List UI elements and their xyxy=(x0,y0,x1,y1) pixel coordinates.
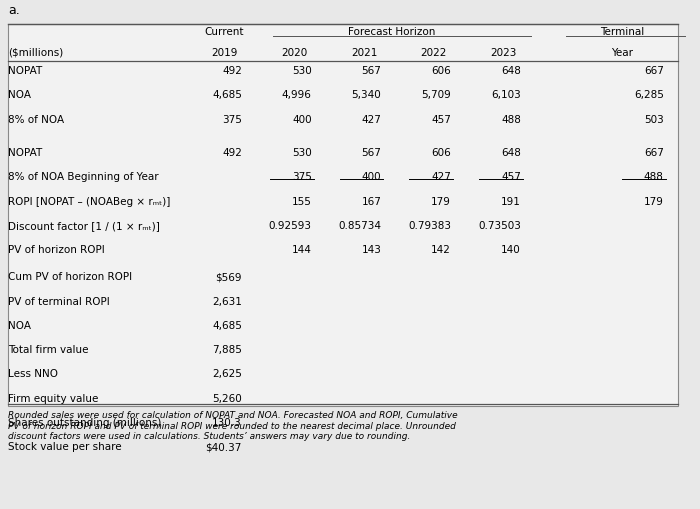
Text: 400: 400 xyxy=(292,115,312,125)
Text: Shares outstanding (millions): Shares outstanding (millions) xyxy=(8,418,162,428)
Text: Discount factor [1 / (1 × rₘₜ)]: Discount factor [1 / (1 × rₘₜ)] xyxy=(8,221,160,231)
Text: 375: 375 xyxy=(292,173,312,183)
Text: NOPAT: NOPAT xyxy=(8,66,43,76)
Text: ROPI [NOPAT – (NOABeg × rₘₜ)]: ROPI [NOPAT – (NOABeg × rₘₜ)] xyxy=(8,197,171,207)
Text: 0.79383: 0.79383 xyxy=(408,221,451,231)
Text: 427: 427 xyxy=(361,115,382,125)
Text: 567: 567 xyxy=(361,148,382,158)
Text: $569: $569 xyxy=(216,272,242,282)
Text: 0.85734: 0.85734 xyxy=(338,221,382,231)
Text: Cum PV of horizon ROPI: Cum PV of horizon ROPI xyxy=(8,272,132,282)
Text: Year: Year xyxy=(611,48,633,58)
Text: PV of horizon ROPI: PV of horizon ROPI xyxy=(8,245,105,256)
Text: 142: 142 xyxy=(431,245,451,256)
Text: a.: a. xyxy=(8,4,20,17)
Text: 667: 667 xyxy=(644,66,664,76)
Text: 492: 492 xyxy=(222,148,242,158)
Text: 167: 167 xyxy=(361,197,382,207)
Text: 667: 667 xyxy=(644,148,664,158)
Text: 8% of NOA: 8% of NOA xyxy=(8,115,64,125)
Text: NOA: NOA xyxy=(8,91,32,100)
Text: 4,685: 4,685 xyxy=(212,91,242,100)
Text: Firm equity value: Firm equity value xyxy=(8,393,99,404)
Text: 130.3: 130.3 xyxy=(212,418,242,428)
Text: 179: 179 xyxy=(431,197,451,207)
Text: ($millions): ($millions) xyxy=(8,48,64,58)
Text: 606: 606 xyxy=(431,148,451,158)
Text: 567: 567 xyxy=(361,66,382,76)
Text: Stock value per share: Stock value per share xyxy=(8,442,122,453)
Text: 2022: 2022 xyxy=(421,48,447,58)
Text: Less NNO: Less NNO xyxy=(8,370,58,379)
Text: Total firm value: Total firm value xyxy=(8,345,89,355)
Text: 492: 492 xyxy=(222,66,242,76)
Text: 2,631: 2,631 xyxy=(212,297,242,306)
FancyBboxPatch shape xyxy=(8,24,678,406)
Text: 2021: 2021 xyxy=(351,48,377,58)
Text: 4,996: 4,996 xyxy=(282,91,312,100)
Text: 488: 488 xyxy=(501,115,521,125)
Text: 488: 488 xyxy=(644,173,664,183)
Text: 5,709: 5,709 xyxy=(421,91,451,100)
Text: 2023: 2023 xyxy=(490,48,517,58)
Text: Current: Current xyxy=(204,26,244,37)
Text: NOPAT: NOPAT xyxy=(8,148,43,158)
Text: 8% of NOA Beginning of Year: 8% of NOA Beginning of Year xyxy=(8,173,159,183)
Text: 457: 457 xyxy=(501,173,521,183)
Text: 140: 140 xyxy=(501,245,521,256)
Text: 530: 530 xyxy=(292,148,312,158)
Text: 143: 143 xyxy=(361,245,382,256)
Text: 155: 155 xyxy=(292,197,312,207)
Text: Rounded sales were used for calculation of NOPAT and NOA. Forecasted NOA and ROP: Rounded sales were used for calculation … xyxy=(8,411,458,441)
Text: 530: 530 xyxy=(292,66,312,76)
Text: 191: 191 xyxy=(501,197,521,207)
Text: 0.92593: 0.92593 xyxy=(269,221,312,231)
Text: 0.73503: 0.73503 xyxy=(478,221,521,231)
Text: 4,685: 4,685 xyxy=(212,321,242,331)
Text: PV of terminal ROPI: PV of terminal ROPI xyxy=(8,297,110,306)
Text: Terminal: Terminal xyxy=(600,26,644,37)
Text: 400: 400 xyxy=(362,173,382,183)
Text: 606: 606 xyxy=(431,66,451,76)
Text: 2019: 2019 xyxy=(211,48,238,58)
Text: 7,885: 7,885 xyxy=(212,345,242,355)
Text: $40.37: $40.37 xyxy=(206,442,242,453)
Text: 2020: 2020 xyxy=(281,48,307,58)
Text: 6,285: 6,285 xyxy=(634,91,664,100)
Text: 375: 375 xyxy=(222,115,242,125)
Text: 457: 457 xyxy=(431,115,451,125)
Text: 648: 648 xyxy=(501,148,521,158)
Text: 648: 648 xyxy=(501,66,521,76)
Text: Forecast Horizon: Forecast Horizon xyxy=(348,26,435,37)
Text: 2,625: 2,625 xyxy=(212,370,242,379)
Text: 144: 144 xyxy=(292,245,312,256)
Text: 179: 179 xyxy=(644,197,664,207)
Text: 503: 503 xyxy=(644,115,664,125)
Text: NOA: NOA xyxy=(8,321,32,331)
Text: 427: 427 xyxy=(431,173,451,183)
Text: 5,340: 5,340 xyxy=(351,91,382,100)
Text: 6,103: 6,103 xyxy=(491,91,521,100)
Text: 5,260: 5,260 xyxy=(212,393,242,404)
